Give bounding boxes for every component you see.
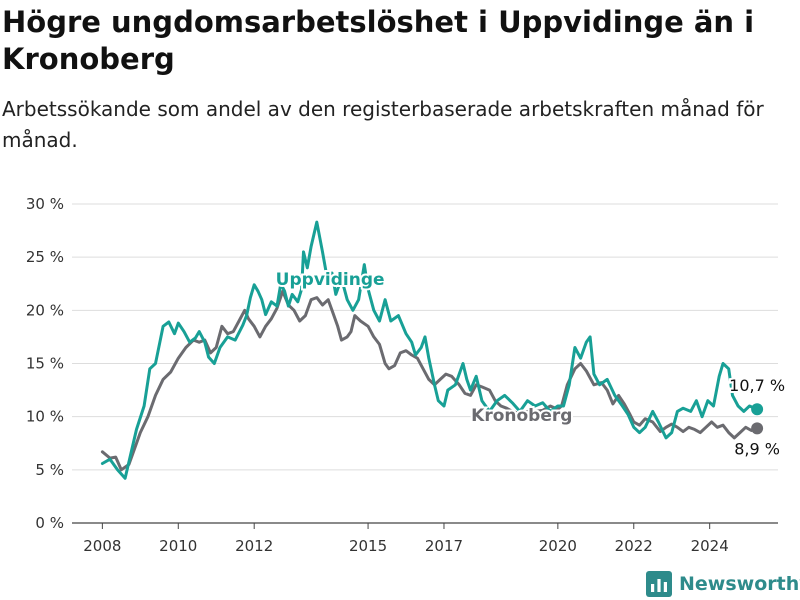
x-tick-label: 2022 <box>615 537 653 555</box>
x-tick-label: 2010 <box>159 537 197 555</box>
x-tick-label: 2012 <box>235 537 273 555</box>
y-tick-label: 10 % <box>26 408 64 426</box>
x-tick-label: 2017 <box>425 537 463 555</box>
y-axis-ticks: 0 % 5 % 10 % 15 % 20 % 25 % 30 % <box>26 195 64 532</box>
end-marker-kronoberg <box>751 422 764 435</box>
y-tick-label: 20 % <box>26 301 64 319</box>
x-tick-label: 2008 <box>83 537 121 555</box>
x-axis: 2008 2010 2012 2015 2017 2020 2022 2024 <box>72 522 778 555</box>
end-marker-uppvidinge <box>751 403 764 416</box>
series-labels: Uppvidinge 10,7 % Kronoberg 8,9 % <box>274 268 787 461</box>
grid-lines <box>72 203 778 471</box>
series-lines <box>100 220 764 480</box>
bar-chart-logo-icon <box>646 571 672 597</box>
y-tick-label: 25 % <box>26 248 64 266</box>
series-line-uppvidinge <box>100 220 759 480</box>
y-tick-label: 30 % <box>26 195 64 213</box>
y-tick-label: 15 % <box>26 355 64 373</box>
series-label-kronoberg: Kronoberg <box>471 406 572 426</box>
end-value-label-kronoberg: 8,9 % <box>734 439 780 458</box>
series-label-uppvidinge: Uppvidinge <box>276 270 385 290</box>
brand-name: Newsworthy <box>679 573 800 595</box>
x-tick-label: 2024 <box>691 537 729 555</box>
chart-title: Högre ungdomsarbetslöshet i Uppvidinge ä… <box>2 5 755 76</box>
y-tick-label: 5 % <box>35 461 64 479</box>
end-value-label-uppvidinge: 10,7 % <box>729 376 785 395</box>
chart-subtitle: Arbetssökande som andel av den registerb… <box>2 97 764 152</box>
y-tick-label: 0 % <box>35 514 64 532</box>
brand-logo[interactable]: Newsworthy <box>646 570 800 598</box>
x-tick-label: 2020 <box>539 537 577 555</box>
x-tick-label: 2015 <box>349 537 387 555</box>
series-line-kronoberg <box>100 289 759 472</box>
